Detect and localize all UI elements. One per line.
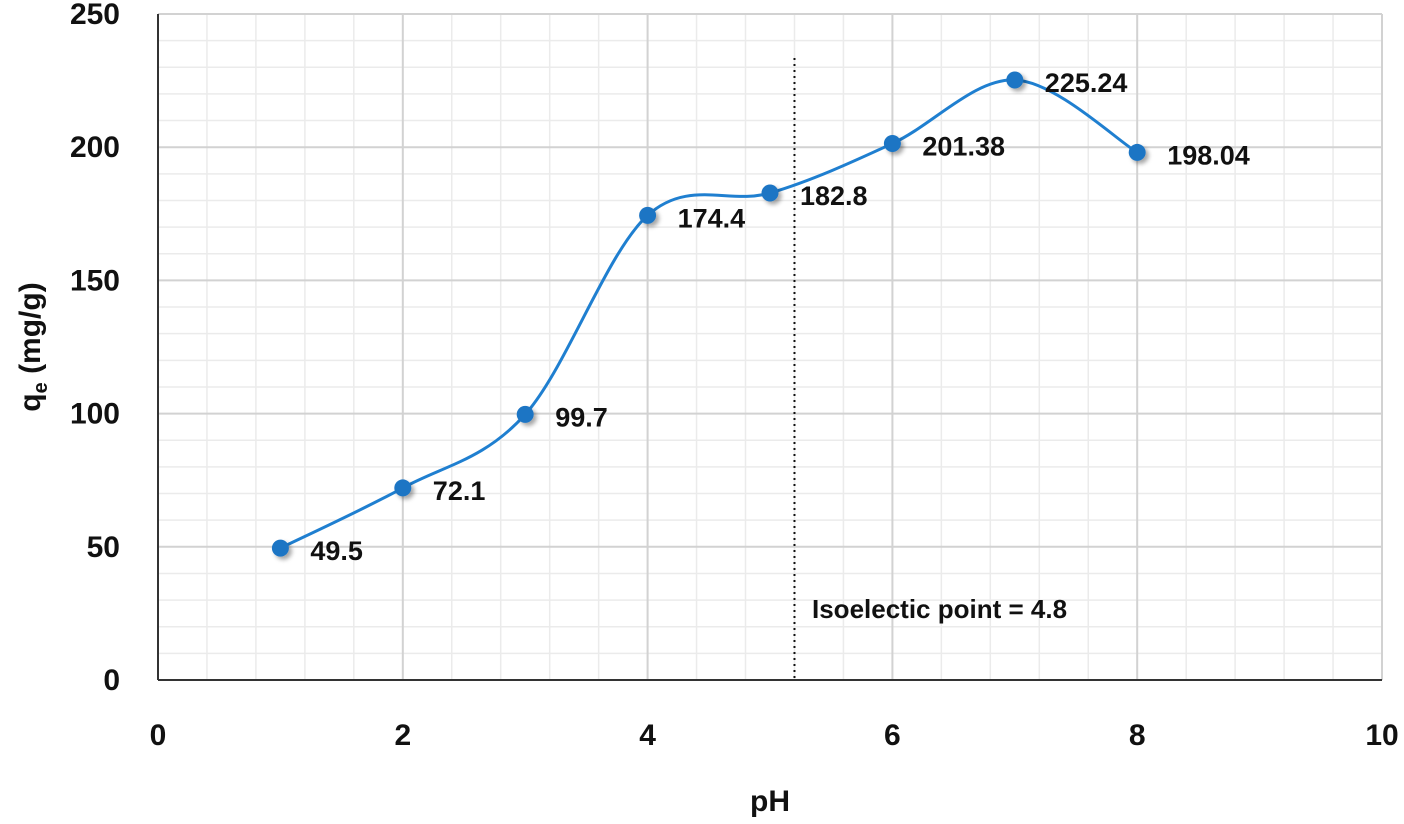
data-label: 49.5 — [310, 536, 363, 566]
x-tick-label: 2 — [394, 719, 411, 752]
y-axis-title-subscript: e — [30, 382, 52, 393]
series-line — [279, 78, 1138, 550]
data-point — [883, 135, 901, 153]
isoelectric-annotation: Isoelectic point = 4.8 — [812, 594, 1067, 624]
data-points — [271, 71, 1146, 557]
x-tick-label: 6 — [884, 719, 901, 752]
data-label: 201.38 — [922, 132, 1005, 162]
data-point — [639, 206, 657, 224]
data-point — [516, 405, 534, 423]
x-tick-label: 4 — [639, 719, 656, 752]
x-tick-label: 10 — [1365, 719, 1398, 752]
y-axis-title-main: q — [14, 393, 47, 411]
x-tick-label: 0 — [150, 719, 167, 752]
data-point — [394, 479, 412, 497]
data-label: 198.04 — [1167, 140, 1250, 170]
data-point — [271, 539, 289, 557]
x-tick-labels: 0 2 4 6 8 10 — [150, 719, 1399, 752]
data-label: 174.4 — [678, 203, 746, 233]
data-point — [761, 184, 779, 202]
data-point — [1006, 71, 1024, 89]
y-tick-label: 50 — [87, 531, 120, 564]
y-tick-label: 150 — [70, 264, 120, 297]
y-tick-label: 0 — [103, 664, 120, 697]
y-axis-title-unit: (mg/g) — [14, 282, 47, 382]
data-label: 182.8 — [800, 181, 868, 211]
minor-grid — [157, 13, 1383, 681]
major-grid — [157, 13, 1383, 681]
data-label: 99.7 — [555, 402, 608, 432]
y-axis-title: qe (mg/g) — [14, 282, 52, 411]
y-tick-label: 200 — [70, 131, 120, 164]
y-tick-labels: 0 50 100 150 200 250 — [70, 0, 120, 697]
x-axis-title: pH — [750, 785, 790, 818]
y-tick-label: 250 — [70, 0, 120, 31]
x-tick-label: 8 — [1129, 719, 1146, 752]
data-label: 225.24 — [1045, 68, 1128, 98]
data-labels: 49.5 72.1 99.7 174.4 182.8 201.38 225.24 198.04 — [310, 68, 1249, 566]
data-point — [1128, 143, 1146, 161]
data-label: 72.1 — [433, 476, 486, 506]
y-tick-label: 100 — [70, 398, 120, 431]
